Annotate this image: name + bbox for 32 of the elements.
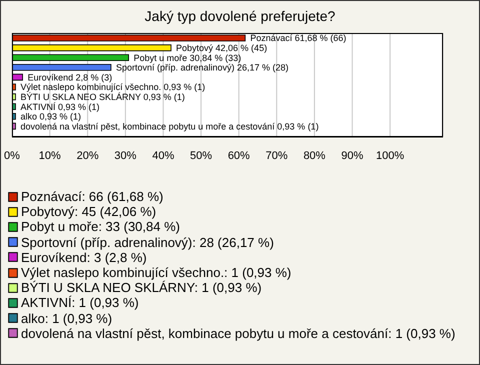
data-label: dovolená na vlastní pěst, kombinace pobytu u moře a cestování 0,93 % (1) <box>20 121 319 132</box>
data-label: Eurovíkend 2,8 % (3) <box>28 72 112 82</box>
x-tick-label: 0% <box>4 150 20 162</box>
legend-label: Eurovíkend: 3 (2,8 %) <box>21 250 147 265</box>
data-label: Sportovní (příp. adrenalinový) 26,17 % (28) <box>116 62 289 73</box>
legend-label: Poznávací: 66 (61,68 %) <box>21 189 164 204</box>
legend-label: Výlet naslepo kombinující všechno.: 1 (0,93 %) <box>21 264 292 280</box>
x-tick-label: 60% <box>228 150 250 162</box>
legend-label: dovolená na vlastní pěst, kombinace pobytu u moře a cestování: 1 (0,93 %) <box>21 326 456 341</box>
x-tick-label: 70% <box>266 150 288 162</box>
data-label: BÝTI U SKLA NEO SKLÁRNY 0,93 % (1) <box>20 92 185 102</box>
data-label: AKTIVNÍ 0,93 % (1) <box>20 102 100 112</box>
x-tick-label: 40% <box>152 150 174 162</box>
x-tick-label: 90% <box>341 150 364 162</box>
x-tick-label: 10% <box>38 150 62 162</box>
legend-label: Pobyt u moře: 33 (30,84 %) <box>21 219 180 234</box>
chart-title: Jaký typ dovolené preferujete? <box>144 8 336 24</box>
data-label: Pobyt u moře 30,84 % (33) <box>134 52 242 63</box>
x-tick-label: 20% <box>76 150 99 162</box>
legend-label: BÝTI U SKLA NEO SKLÁRNY: 1 (0,93 %) <box>21 280 262 296</box>
data-label: alko 0,93 % (1) <box>20 112 82 122</box>
data-label: Výlet naslepo kombinující všechno. 0,93 % (1) <box>20 82 206 92</box>
x-tick-label: 50% <box>190 150 212 162</box>
data-label: Poznávací 61,68 % (66) <box>250 33 346 44</box>
legend-label: alko: 1 (0,93 %) <box>21 310 112 326</box>
x-tick-label: 100% <box>376 150 404 162</box>
legend-label: Pobytový: 45 (42,06 %) <box>21 204 156 220</box>
data-label: Pobytový 42,06 % (45) <box>176 43 268 53</box>
legend-label: AKTIVNÍ: 1 (0,93 %) <box>21 295 139 310</box>
legend-label: Sportovní (příp. adrenalinový): 28 (26,17 %) <box>21 234 274 250</box>
x-tick-label: 80% <box>303 150 326 162</box>
x-tick-label: 30% <box>114 150 137 162</box>
